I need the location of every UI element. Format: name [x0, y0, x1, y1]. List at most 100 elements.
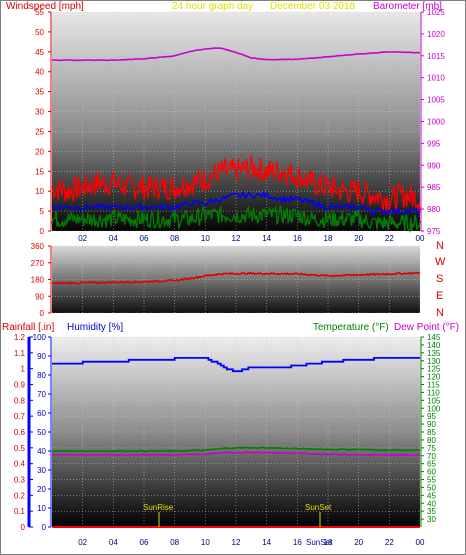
tick-label-7: 1010 — [427, 74, 445, 83]
tick-label-7: 70 — [37, 390, 46, 399]
x-tick-label-2: 06 — [140, 538, 149, 547]
tick-label-3: 15 — [35, 167, 44, 176]
tick-label-1: 5 — [40, 207, 45, 216]
x-tick-label-4: 10 — [201, 538, 210, 547]
x-tick-label-1: 04 — [109, 538, 118, 547]
tick-label-11: 55 — [35, 8, 44, 17]
tick-label-7: 65 — [427, 460, 436, 469]
tick-label-2: 20 — [37, 485, 46, 494]
direction-line — [51, 271, 421, 285]
tick-label-22: 140 — [427, 341, 441, 350]
climate-grid — [52, 336, 421, 528]
tick-label-4: 20 — [35, 147, 44, 156]
wind-low-line — [51, 204, 421, 233]
wind-average-line — [51, 190, 421, 216]
tick-label-5: 25 — [35, 127, 44, 136]
compass-labels: N W S E N — [435, 240, 446, 319]
sunset-label: SunSet — [305, 503, 332, 512]
climate-series — [51, 357, 421, 528]
tick-label-4: 50 — [427, 483, 436, 492]
x-tick-label-4: 10 — [201, 234, 210, 243]
compass-label-s: S — [436, 273, 443, 285]
tick-label-6: 60 — [37, 409, 46, 418]
tick-label-6: 30 — [35, 108, 44, 117]
tick-label-7: 0.7 — [14, 412, 26, 421]
tick-label-10: 80 — [427, 436, 436, 445]
compass-label-w: W — [435, 256, 446, 268]
x-tick-label-11: 00 — [416, 538, 425, 547]
tick-label-8: 80 — [37, 371, 46, 380]
tick-label-5: 1000 — [427, 118, 445, 127]
tick-label-16: 110 — [427, 388, 440, 397]
windspeed-title: Windspeed [mph] — [6, 1, 84, 12]
tick-label-11: 85 — [427, 428, 436, 437]
humidity-line — [52, 357, 420, 373]
sunset-axis-label: SunSet — [306, 538, 333, 547]
tick-label-11: 1.1 — [14, 349, 26, 358]
tick-label-12: 1.2 — [14, 333, 26, 342]
x-tick-label-9: 20 — [354, 538, 363, 547]
tick-label-8: 40 — [35, 68, 44, 77]
tick-label-8: 1015 — [427, 52, 445, 61]
tick-label-3: 0.3 — [14, 476, 26, 485]
x-tick-label-0: 02 — [78, 538, 87, 547]
tick-label-6: 60 — [427, 468, 436, 477]
tick-label-17: 115 — [427, 381, 440, 390]
tick-label-1: 980 — [427, 205, 441, 214]
humidity-title: Humidity [%] — [67, 322, 123, 333]
rainfall-title: Rainfall [.in] — [2, 322, 54, 333]
tick-label-1: 10 — [37, 504, 46, 513]
tick-label-14: 100 — [427, 404, 441, 413]
compass-label-e: E — [436, 290, 443, 302]
graph-period-title: 24 hour graph day — [172, 1, 253, 12]
tick-label-13: 95 — [427, 412, 436, 421]
graph-date: December 03 2018 — [270, 1, 355, 12]
tick-label-9: 1020 — [427, 30, 445, 39]
rainfall-y-axis: 0 0.1 0.2 0.3 0.4 0.5 0.6 0.7 0.8 0.9 1 1.1 1.2 — [14, 333, 33, 532]
barometer-title: Barometer [mb] — [373, 1, 442, 12]
tick-label-5: 55 — [427, 476, 436, 485]
tick-label-2: 180 — [31, 276, 45, 285]
tick-label-15: 105 — [427, 396, 441, 405]
tick-label-0: 0 — [42, 523, 47, 532]
tick-label-18: 120 — [427, 373, 441, 382]
tick-label-1: 0.1 — [14, 507, 26, 516]
x-tick-label-7: 16 — [293, 538, 302, 547]
tick-label-2: 10 — [35, 187, 44, 196]
tick-label-21: 135 — [427, 349, 441, 358]
climate-x-axis: 02 04 06 08 10 12 14 16 18 20 22 00 — [78, 538, 425, 547]
x-tick-label-3: 08 — [170, 234, 179, 243]
barometer-y-axis: 975 980 985 990 995 1000 1005 1010 1015 1020 1025 — [420, 8, 445, 236]
x-tick-label-1: 04 — [109, 234, 118, 243]
x-tick-label-6: 14 — [262, 234, 271, 243]
tick-label-10: 50 — [35, 28, 44, 37]
tick-label-10: 1 — [21, 365, 26, 374]
temperature-y-axis: 3035404550556065707580859095100105110115… — [420, 333, 441, 527]
wind-x-axis: 02 04 06 08 10 12 14 16 18 20 22 00 — [78, 234, 425, 243]
x-tick-label-10: 22 — [385, 538, 394, 547]
x-tick-label-9: 20 — [354, 234, 363, 243]
tick-label-0: 0 — [21, 523, 26, 532]
tick-label-3: 990 — [427, 161, 441, 170]
x-tick-label-2: 06 — [140, 234, 149, 243]
sun-markers: SunRise SunSet SunSet — [143, 503, 333, 547]
tick-label-0: 0 — [40, 309, 45, 318]
dewpoint-line — [51, 451, 421, 457]
x-tick-label-10: 22 — [385, 234, 394, 243]
windspeed-line — [51, 154, 421, 212]
direction-grid — [52, 245, 421, 314]
sunrise-label: SunRise — [143, 503, 174, 512]
tick-label-4: 40 — [37, 447, 46, 456]
x-tick-label-8: 18 — [324, 234, 333, 243]
tick-label-2: 985 — [427, 183, 441, 192]
tick-label-3: 30 — [37, 466, 46, 475]
temperature-line — [52, 446, 421, 453]
compass-label-n-top: N — [436, 240, 444, 252]
x-tick-label-3: 08 — [170, 538, 179, 547]
tick-label-9: 90 — [37, 352, 46, 361]
tick-label-0: 0 — [40, 227, 45, 236]
wind-y-axis: 0 5 10 15 20 25 30 35 40 45 50 55 — [35, 8, 52, 236]
tick-label-7: 35 — [35, 88, 44, 97]
temperature-title: Temperature (°F) — [313, 322, 389, 333]
